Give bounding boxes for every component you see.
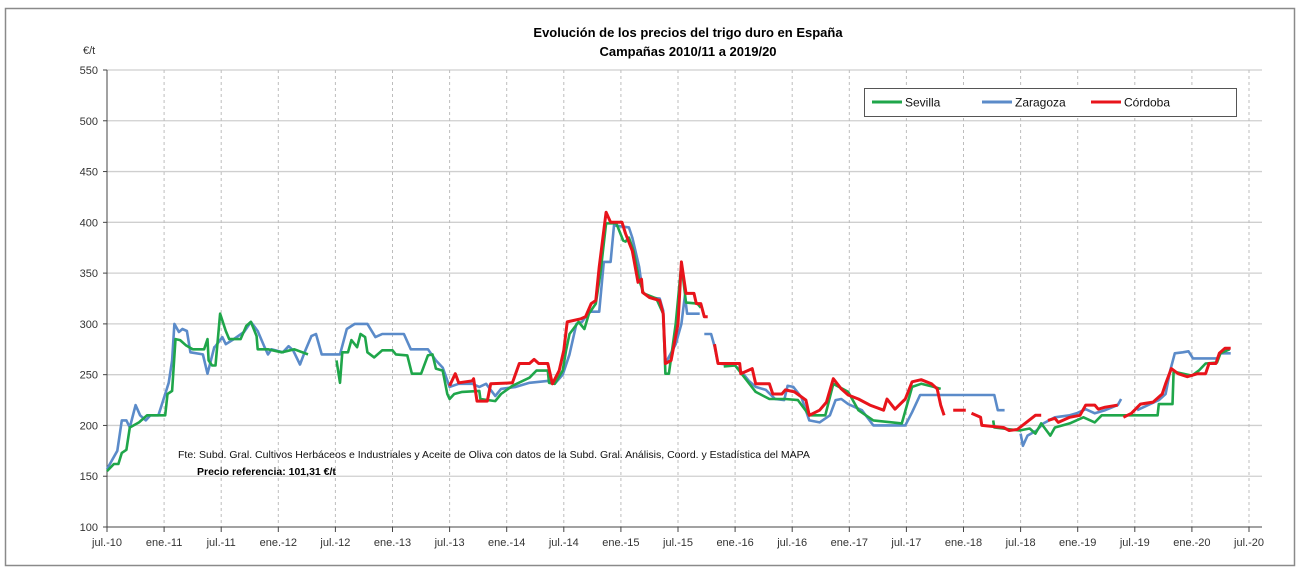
x-tick-label: ene.-16: [716, 537, 753, 549]
x-tick-label: jul.-19: [1119, 537, 1150, 549]
y-tick-label: 100: [80, 522, 98, 534]
y-tick-label: 200: [80, 420, 98, 432]
chart-subtitle: Campañas 2010/11 a 2019/20: [599, 44, 776, 59]
x-tick-label: ene.-18: [945, 537, 982, 549]
legend-label-zaragoza: Zaragoza: [1015, 96, 1066, 110]
x-tick-label: jul.-11: [206, 537, 236, 549]
series-line-sevilla: [991, 348, 1231, 437]
x-tick-label: jul.-14: [548, 537, 579, 549]
reference-price-note: Precio referencia: 101,31 €/t: [197, 466, 336, 478]
x-tick-label: jul.-17: [890, 537, 921, 549]
x-tick-label: ene.-13: [374, 537, 411, 549]
x-tick-label: jul.-15: [662, 537, 693, 549]
source-note: Fte: Subd. Gral. Cultivos Herbáceos e In…: [178, 449, 810, 461]
series-line-zaragoza: [1019, 398, 1123, 448]
series-line-cordoba: [1122, 346, 1231, 419]
x-tick-label: jul.-12: [319, 537, 350, 549]
legend-label-sevilla: Sevilla: [905, 96, 941, 110]
y-axis-label: €/t: [83, 45, 95, 57]
series-line-cordoba: [448, 210, 708, 403]
y-tick-label: 450: [80, 167, 98, 179]
x-tick-label: ene.-12: [260, 537, 297, 549]
y-tick-label: 500: [80, 116, 98, 128]
series-line-sevilla: [106, 312, 309, 473]
legend-box: [864, 88, 1237, 117]
x-tick-label: jul.-18: [1005, 537, 1036, 549]
y-tick-label: 150: [80, 471, 98, 483]
x-tick-label: jul.-13: [434, 537, 465, 549]
y-tick-label: 300: [80, 319, 98, 331]
series-line-cordoba: [970, 411, 1042, 432]
y-tick-label: 350: [80, 268, 98, 280]
y-tick-label: 400: [80, 217, 98, 229]
x-tick-label: jul.-10: [91, 537, 122, 549]
x-tick-label: ene.-11: [146, 537, 183, 549]
y-tick-label: 550: [80, 65, 98, 77]
series-line-zaragoza: [105, 224, 700, 470]
x-tick-label: ene.-14: [488, 537, 525, 549]
x-tick-label: ene.-17: [831, 537, 868, 549]
legend-label-cordoba: Córdoba: [1124, 96, 1170, 110]
legend: Sevilla Zaragoza Córdoba: [864, 88, 1237, 117]
x-tick-label: jul.-16: [776, 537, 807, 549]
series-line-cordoba: [1047, 403, 1118, 424]
x-tick-label: ene.-19: [1059, 537, 1096, 549]
chart-title: Evolución de los precios del trigo duro …: [533, 25, 843, 40]
x-tick-label: ene.-20: [1173, 537, 1210, 549]
y-tick-label: 250: [80, 370, 98, 382]
series-line-cordoba: [713, 343, 946, 417]
x-tick-label: jul.-20: [1233, 537, 1264, 549]
x-tick-label: ene.-15: [602, 537, 639, 549]
